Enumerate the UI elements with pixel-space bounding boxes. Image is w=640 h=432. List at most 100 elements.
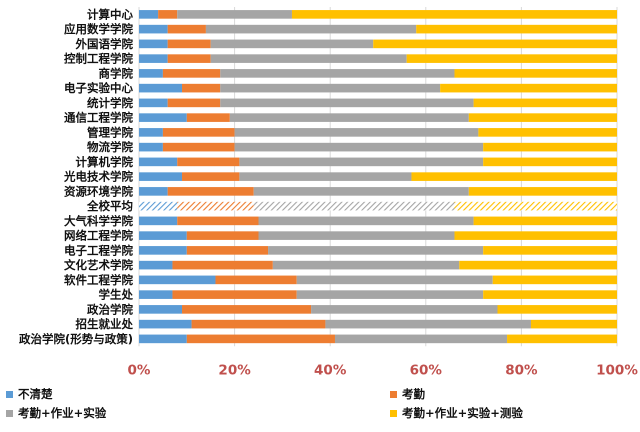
- bar-segment: [311, 305, 498, 314]
- bar-segment: [139, 69, 163, 78]
- bar-segment: [239, 157, 484, 167]
- legend-swatch: [6, 410, 13, 417]
- bar-segment: [291, 10, 617, 19]
- category-label: 通信工程学院: [64, 111, 133, 125]
- bar-segment: [158, 10, 178, 19]
- bar-segment: [162, 69, 221, 78]
- x-tick-label: 100%: [596, 362, 638, 378]
- bar-segment: [167, 39, 211, 49]
- bar-segment: [483, 246, 617, 255]
- bar-segment: [406, 54, 617, 63]
- bar-segment-average: [454, 201, 617, 211]
- bar-segment: [210, 39, 374, 49]
- bar-segment: [483, 290, 617, 299]
- bar-segment: [373, 39, 617, 49]
- bar-segment: [139, 246, 187, 255]
- bar-segment: [411, 172, 617, 181]
- bar-segment: [139, 172, 183, 181]
- bar-segment: [205, 24, 417, 34]
- bar-segment: [497, 305, 617, 314]
- bar-segment: [454, 69, 617, 78]
- legend-label: 考勤: [402, 387, 425, 401]
- category-label: 应用数学学院: [64, 22, 133, 36]
- bar-segment: [234, 142, 484, 152]
- bar-segment: [139, 216, 178, 226]
- bar-segment: [172, 260, 273, 270]
- x-tick-label: 60%: [410, 362, 443, 378]
- bar-segment: [177, 10, 292, 19]
- x-tick-label: 80%: [505, 362, 538, 378]
- bar-segment: [186, 334, 335, 344]
- bar-segment: [234, 128, 479, 137]
- bar-segment-average: [253, 201, 455, 211]
- category-label: 网络工程学院: [64, 229, 133, 243]
- bar-segment: [177, 157, 240, 167]
- bar-segment: [258, 216, 474, 226]
- bar-segment: [172, 290, 297, 299]
- bar-segment: [478, 128, 617, 137]
- bar-segment: [229, 113, 469, 122]
- x-tick-label: 0%: [128, 362, 151, 378]
- bar-segment: [473, 98, 617, 108]
- category-label: 电子实验中心: [64, 81, 133, 95]
- bar-segment: [215, 275, 297, 285]
- bar-segment: [139, 334, 187, 344]
- bar-segment: [139, 98, 168, 108]
- category-label: 学生处: [99, 288, 134, 302]
- category-label: 政治学院: [87, 302, 133, 316]
- bar-segment: [530, 319, 617, 329]
- bar-segment: [210, 54, 407, 63]
- bar-segment: [220, 83, 441, 93]
- category-label: 物流学院: [87, 140, 133, 154]
- bar-segment: [186, 231, 259, 240]
- bar-segment: [459, 260, 617, 270]
- bar-segment: [272, 260, 460, 270]
- bar-segment: [167, 24, 206, 34]
- bar-segment: [416, 24, 617, 34]
- bar-segment: [296, 290, 484, 299]
- bar-segment: [139, 187, 168, 196]
- bar-segment: [139, 319, 192, 329]
- bar-segment: [167, 54, 211, 63]
- bar-segment: [492, 275, 617, 285]
- bar-segment: [162, 142, 235, 152]
- bar-segment: [253, 187, 469, 196]
- category-label: 计算机学院: [76, 155, 134, 169]
- category-label: 招生就业处: [76, 317, 134, 331]
- bar-segment: [454, 231, 617, 240]
- bar-segment: [139, 128, 163, 137]
- bar-segment: [473, 216, 617, 226]
- bar-segment: [334, 334, 508, 344]
- bar-segment: [191, 319, 326, 329]
- bar-segment: [139, 10, 159, 19]
- bar-segment: [268, 246, 484, 255]
- category-label: 电子工程学院: [64, 243, 133, 257]
- bar-segment: [258, 231, 455, 240]
- legend-swatch: [390, 410, 397, 417]
- category-label: 软件工程学院: [64, 273, 133, 287]
- bar-segment: [507, 334, 617, 344]
- bar-segment: [182, 83, 221, 93]
- category-label: 控制工程学院: [64, 52, 133, 66]
- bar-segment: [139, 54, 168, 63]
- bar-segment: [162, 128, 235, 137]
- legend-label: 考勤+作业+实验: [18, 406, 107, 420]
- legend-swatch: [390, 391, 397, 398]
- bar-segment: [468, 113, 617, 122]
- category-label: 全校平均: [86, 199, 133, 213]
- bar-segment: [186, 113, 230, 122]
- category-label: 大气科学学院: [64, 214, 133, 228]
- bar-segment: [483, 142, 617, 152]
- bar-segment: [296, 275, 493, 285]
- bar-segment: [468, 187, 617, 196]
- category-label: 商学院: [99, 66, 134, 80]
- bar-segment: [139, 305, 183, 314]
- category-label: 光电技术学院: [63, 170, 133, 184]
- category-label: 资源环境学院: [64, 184, 133, 198]
- legend-swatch: [6, 391, 13, 398]
- bar-segment: [139, 275, 216, 285]
- category-labels: 计算中心应用数学学院外国语学院控制工程学院商学院电子实验中心统计学院通信工程学院…: [19, 7, 134, 346]
